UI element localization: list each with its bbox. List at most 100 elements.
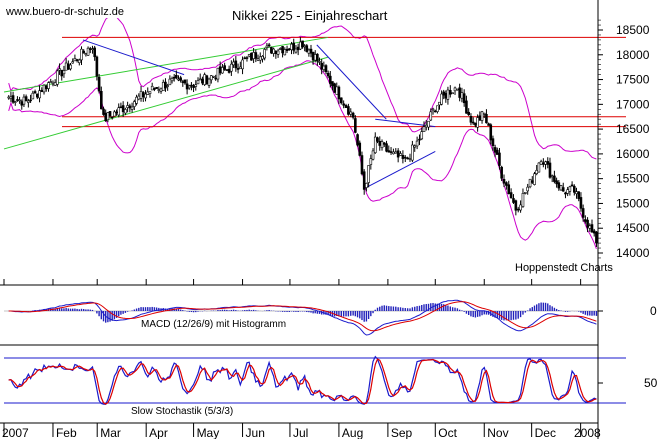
candle-body — [512, 198, 515, 203]
candle-body — [382, 142, 386, 145]
candle-body — [476, 117, 479, 128]
candle-body — [113, 111, 116, 117]
candle-body — [546, 161, 550, 165]
candle-body — [117, 107, 121, 116]
candle-body — [482, 112, 486, 115]
x-tick-label: Feb — [56, 426, 77, 439]
candle-body — [75, 59, 79, 62]
candle-body — [542, 162, 545, 165]
macd-signal-line — [8, 301, 597, 332]
candle-body — [424, 124, 428, 128]
candle-body — [535, 169, 539, 174]
candle-body — [360, 155, 364, 175]
candle-body — [584, 219, 587, 222]
candle-body — [369, 158, 373, 165]
candle-body — [389, 151, 393, 153]
candle-body — [62, 70, 66, 75]
candle-body — [203, 74, 206, 85]
candle-body — [448, 90, 452, 95]
macd-panel — [4, 299, 598, 336]
candle-body — [239, 66, 242, 69]
candle-body — [198, 78, 202, 81]
candle-body — [102, 108, 105, 115]
candle-body — [38, 90, 41, 99]
candle-body — [354, 118, 357, 133]
candle-body — [396, 150, 400, 158]
candle-body — [124, 109, 127, 114]
macd-title: MACD (12/26/9) mit Histogramm — [140, 319, 288, 330]
candle-body — [566, 189, 569, 194]
candle-body — [502, 178, 506, 184]
candle-body — [356, 134, 359, 146]
candle-body — [119, 106, 123, 109]
candle-body — [392, 151, 395, 155]
candle-body — [349, 111, 353, 115]
candle-body — [218, 66, 222, 74]
candle-body — [521, 193, 525, 207]
candle-body — [575, 191, 578, 195]
candle-body — [53, 82, 57, 86]
candle-body — [232, 61, 235, 66]
candle-body — [371, 150, 375, 160]
candle-body — [505, 182, 508, 186]
y-tick-label: 17000 — [616, 97, 650, 111]
candle-body — [243, 57, 247, 60]
candle-body — [97, 77, 101, 92]
candle-body — [358, 142, 362, 156]
candle-body — [485, 114, 488, 124]
x-tick-label: Aug — [342, 426, 363, 439]
candle-body — [469, 116, 473, 123]
candle-body — [104, 113, 107, 122]
candle-body — [194, 84, 198, 87]
candle-body — [524, 192, 527, 194]
candle-body — [442, 91, 446, 96]
candle-body — [183, 79, 187, 84]
candle-body — [335, 86, 339, 95]
candle-body — [225, 69, 229, 71]
candle-body — [553, 175, 556, 182]
candle-body — [258, 56, 262, 61]
candle-body — [24, 96, 28, 102]
candle-body — [42, 84, 46, 93]
candle-body — [157, 89, 161, 91]
candle-body — [270, 47, 273, 54]
candle-body — [408, 158, 412, 160]
candle-body — [192, 85, 195, 88]
candle-body — [47, 82, 50, 89]
candle-body — [80, 48, 83, 61]
channel-lower-line — [3, 56, 328, 150]
candle-body — [474, 122, 477, 126]
candle-body — [526, 186, 529, 192]
candle-body — [27, 100, 30, 103]
candle-body — [516, 208, 520, 211]
y-tick-label: 17500 — [616, 73, 650, 87]
candle-body — [509, 192, 513, 199]
candle-body — [265, 45, 269, 48]
candle-body — [172, 76, 176, 79]
candle-body — [309, 48, 313, 54]
downtrend-line-august — [316, 44, 387, 120]
candle-body — [500, 166, 503, 179]
candle-body — [577, 191, 581, 199]
candle-body — [181, 81, 185, 83]
candle-body — [168, 78, 172, 86]
axes: 14000 14500 15000 15500 16000 16500 17000 17500… — [0, 0, 658, 439]
candle-body — [418, 138, 421, 141]
candle-body — [164, 81, 167, 89]
candle-body — [453, 87, 457, 92]
candle-body — [380, 141, 384, 148]
x-tick-label: Dec — [535, 426, 556, 439]
candle-body — [592, 230, 596, 234]
candle-body — [367, 165, 370, 183]
candle-body — [318, 61, 321, 63]
stochastic-y-tick-label: 50 — [644, 376, 658, 390]
y-tick-label: 16000 — [616, 147, 650, 161]
candle-body — [333, 83, 336, 93]
candle-body — [44, 85, 48, 90]
candle-body — [415, 140, 419, 147]
candle-body — [550, 175, 554, 178]
candle-body — [322, 65, 326, 70]
candle-body — [533, 173, 536, 185]
candle-body — [137, 95, 141, 100]
